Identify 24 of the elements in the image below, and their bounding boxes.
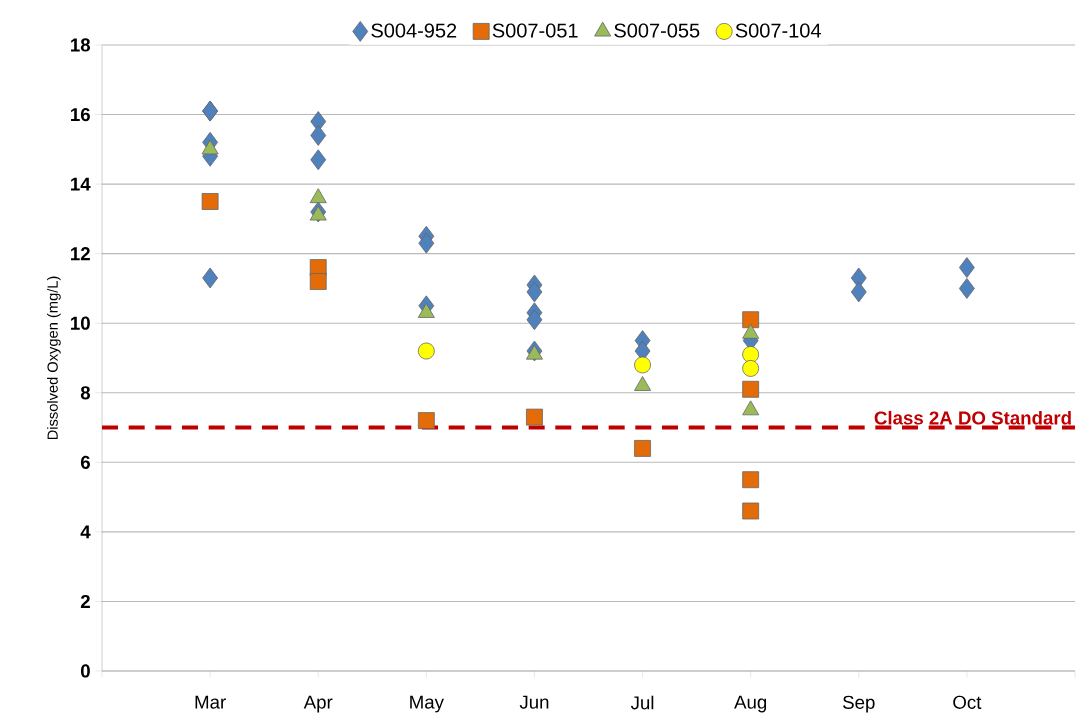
x-tick-label: Apr — [303, 695, 333, 713]
x-tick-label: Jun — [519, 695, 549, 709]
y-tick-label: 10 — [71, 316, 90, 330]
y-tick-label: 14 — [71, 177, 91, 191]
y-tick-label: 18 — [71, 38, 91, 52]
legend-label: S007-055 — [614, 23, 700, 38]
y-tick-label: 16 — [71, 107, 90, 122]
ref-line-label: Class 2A DO Standard — [874, 410, 1071, 425]
x-tick-label: Sep — [843, 695, 875, 713]
x-tick-label: Aug — [734, 695, 767, 713]
y-tick-label: 4 — [80, 525, 91, 539]
legend-label: S007-051 — [492, 23, 578, 38]
x-tick-label: Mar — [195, 695, 226, 709]
y-tick-label: 6 — [80, 455, 90, 469]
y-tick-label: 8 — [80, 386, 91, 400]
y-tick-label: 0 — [80, 664, 90, 678]
x-tick-label: Oct — [953, 695, 982, 709]
legend-label: S007-104 — [735, 23, 821, 38]
y-tick-label: 2 — [80, 594, 90, 608]
y-tick-label: 12 — [71, 247, 90, 261]
x-tick-label: Jul — [630, 695, 654, 710]
x-tick-label: May — [410, 695, 444, 713]
y-axis-title: Dissolved Oxygen (mg/L) — [47, 276, 61, 440]
legend-label: S004-952 — [371, 23, 457, 38]
